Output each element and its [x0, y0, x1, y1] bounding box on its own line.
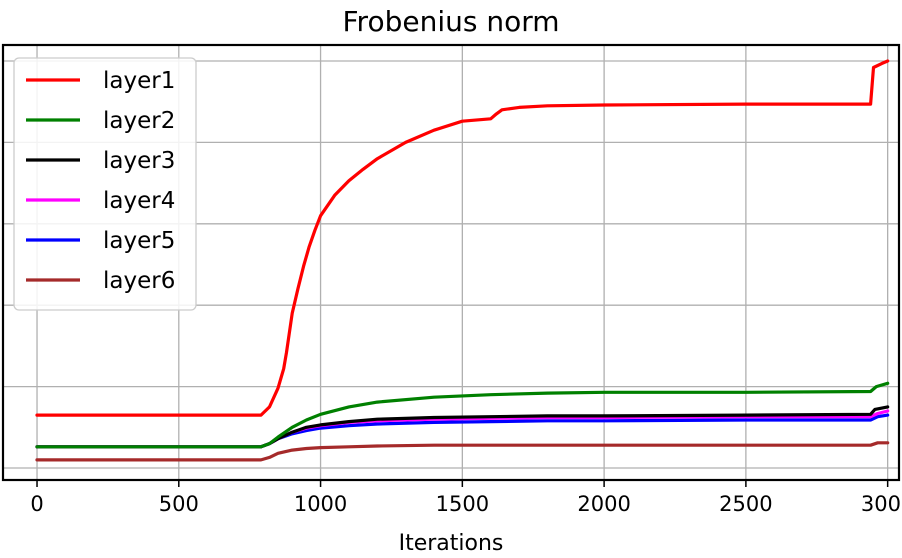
legend-label-layer2: layer2: [103, 108, 175, 134]
legend-label-layer5: layer5: [103, 228, 175, 254]
series-lines: [35, 59, 890, 462]
x-tick-label: 1500: [436, 492, 489, 516]
legend: layer1 layer2 layer3 layer4 layer5 layer6: [13, 57, 197, 311]
x-tick-label: 1000: [294, 492, 347, 516]
legend-label-layer4: layer4: [103, 188, 175, 214]
x-axis-label: Iterations: [399, 531, 504, 556]
x-tick-label: 2500: [719, 492, 772, 516]
x-tick-label: 2000: [577, 492, 630, 516]
series-line-layer6: [35, 441, 890, 462]
series-line-layer2: [35, 381, 890, 449]
chart-title: Frobenius norm: [342, 5, 559, 38]
legend-label-layer6: layer6: [103, 268, 175, 294]
legend-label-layer3: layer3: [103, 148, 175, 174]
plot-area-frame: [1, 43, 901, 482]
legend-label-layer1: layer1: [103, 68, 175, 94]
x-tick-label: 3000: [861, 492, 902, 516]
x-tick-label: 500: [159, 492, 199, 516]
x-axis-ticks: 0 500 1000 1500 2000 2500 3000: [30, 480, 902, 516]
series-line-layer1: [35, 59, 890, 417]
x-tick-label: 0: [30, 492, 43, 516]
